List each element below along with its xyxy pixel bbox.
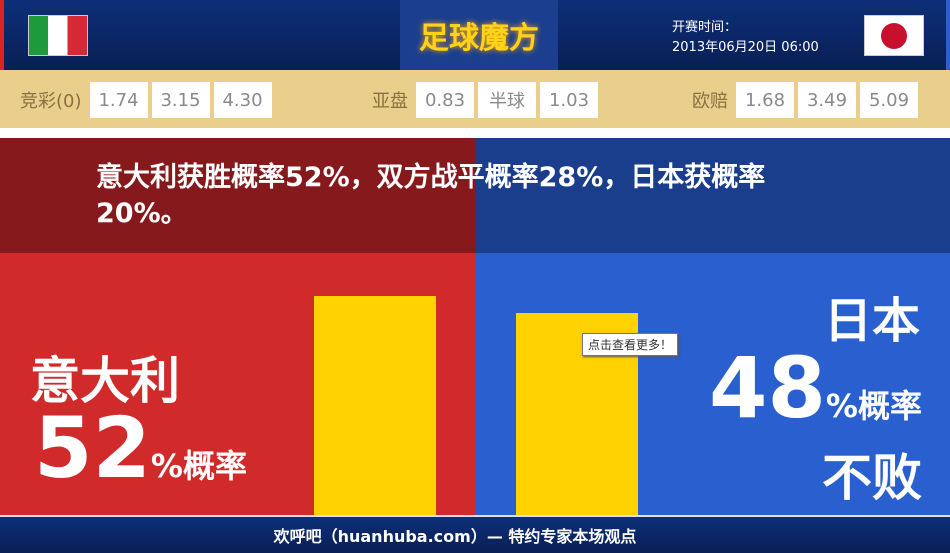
home-panel: 意大利 52%概率 — [0, 253, 476, 515]
home-suffix: %概率 — [150, 447, 247, 485]
odds-value: 3.15 — [151, 82, 210, 118]
odds-value: 1.03 — [540, 82, 598, 118]
kickoff-label: 开赛时间： — [672, 20, 738, 35]
away-percent: 48 — [709, 339, 826, 437]
odds-value: 3.49 — [798, 82, 856, 118]
away-suffix: %概率 — [825, 387, 922, 425]
odds-label: 亚盘 — [372, 91, 408, 112]
odds-value: 5.09 — [860, 82, 918, 118]
odds-value: 0.83 — [416, 82, 474, 118]
italy-flag-icon — [28, 15, 88, 56]
prediction-panel[interactable]: 意大利获胜概率52%，双方战平概率28%，日本获概率20%。 意大利 52%概率… — [0, 138, 950, 515]
away-header-bg — [476, 138, 950, 253]
odds-bar: 竞彩(0) 1.74 3.15 4.30 亚盘 0.83 半球 1.03 欧赔 … — [0, 70, 950, 133]
home-probability: 52%概率 — [34, 398, 247, 522]
odds-jingcai: 竞彩(0) 1.74 3.15 4.30 — [20, 82, 272, 118]
odds-value: 4.30 — [213, 82, 272, 118]
odds-asian: 亚盘 0.83 半球 1.03 — [372, 82, 598, 118]
tooltip: 点击查看更多！ — [582, 333, 679, 356]
odds-label: 竞彩(0) — [20, 91, 82, 112]
odds-label: 欧赔 — [692, 91, 728, 112]
kickoff-time: 2013年06月20日 06:00 — [672, 40, 819, 55]
kickoff-info: 开赛时间： 2013年06月20日 06:00 — [672, 18, 819, 58]
home-name: 意大利 — [30, 352, 180, 410]
away-tail: 不败 — [822, 449, 922, 507]
odds-value: 半球 — [478, 82, 536, 118]
away-name: 日本 — [823, 293, 920, 349]
away-panel: 日本 48%概率 不败 — [476, 253, 950, 515]
logo: 足球魔方 — [400, 0, 558, 70]
header: 足球魔方 开赛时间： 2013年06月20日 06:00 — [0, 0, 950, 70]
home-header-bg — [0, 138, 476, 253]
odds-value: 1.74 — [89, 82, 148, 118]
away-probability: 48%概率 — [709, 338, 922, 462]
home-percent: 52 — [34, 399, 151, 497]
japan-flag-icon — [864, 15, 924, 56]
odds-euro: 欧赔 1.68 3.49 5.09 — [692, 82, 918, 118]
odds-value: 1.68 — [736, 82, 794, 118]
home-bar — [314, 296, 436, 515]
headline: 意大利获胜概率52%，双方战平概率28%，日本获概率20%。 — [96, 162, 766, 229]
footer[interactable]: 欢呼吧（huanhuba.com）— 特约专家本场观点 — [0, 515, 950, 553]
